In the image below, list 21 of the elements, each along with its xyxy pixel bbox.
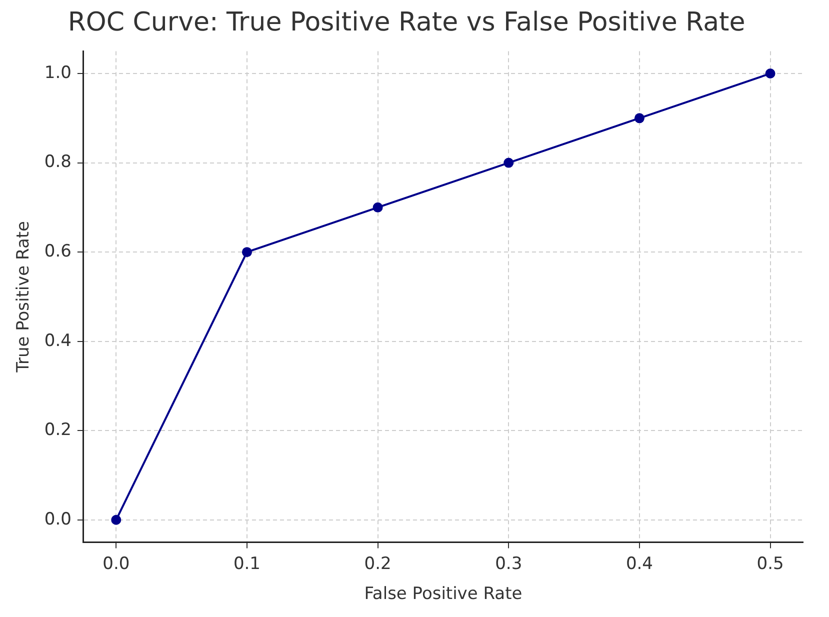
- y-axis-title: True Positive Rate: [14, 220, 34, 374]
- y-tick-label: 0.2: [44, 420, 72, 440]
- point: [111, 514, 122, 525]
- x-axis-title: False Positive Rate: [364, 584, 522, 604]
- point: [242, 247, 252, 258]
- y-tick-label: 0.8: [44, 152, 72, 172]
- x-tick-label: 0.1: [233, 554, 260, 574]
- point: [634, 113, 644, 124]
- x-tick-label: 0.0: [102, 554, 130, 574]
- x-tick-label: 0.2: [364, 554, 392, 574]
- point: [372, 202, 383, 212]
- x-tick-label: 0.3: [495, 554, 522, 574]
- x-tick-label: 0.4: [626, 554, 653, 574]
- x-tick-label: 0.5: [756, 554, 784, 574]
- y-tick-label: 0.0: [44, 509, 72, 530]
- point: [765, 68, 776, 79]
- chart-title: ROC Curve: True Positive Rate vs False Positive Rate: [68, 7, 746, 38]
- y-tick-label: 1.0: [44, 62, 72, 83]
- point: [504, 158, 514, 168]
- y-tick-label: 0.6: [44, 241, 72, 262]
- y-tick-label: 0.4: [44, 330, 72, 351]
